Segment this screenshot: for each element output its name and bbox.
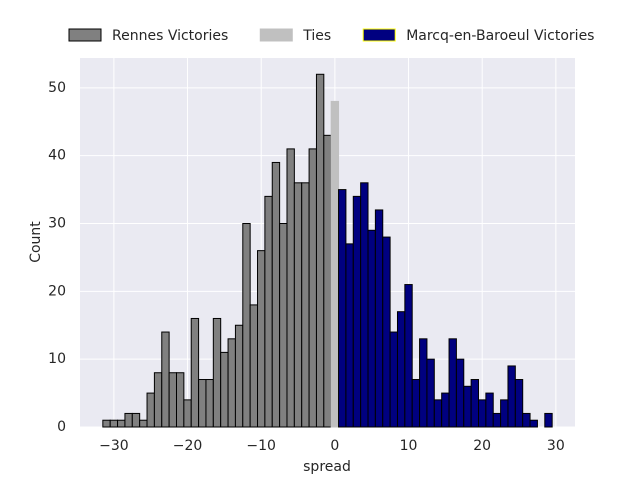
- bar: [175, 372, 185, 428]
- bar: [433, 399, 443, 428]
- bar: [153, 372, 163, 428]
- bar: [352, 195, 362, 428]
- bar: [360, 182, 369, 428]
- legend-swatch: [362, 28, 396, 42]
- bar: [529, 419, 538, 428]
- bar: [441, 392, 450, 428]
- x-tick-label: 0: [330, 438, 339, 454]
- bar: [463, 385, 472, 428]
- bar: [492, 412, 502, 428]
- bar: [198, 379, 207, 428]
- bar: [242, 223, 251, 428]
- bar: [286, 148, 295, 428]
- bar: [109, 419, 119, 428]
- bar: [382, 236, 391, 428]
- bar: [396, 311, 406, 428]
- bar: [102, 419, 111, 428]
- bar: [279, 223, 288, 428]
- bar: [500, 399, 509, 428]
- bar: [205, 379, 214, 428]
- x-tick-label: −10: [246, 438, 276, 454]
- bar: [117, 419, 126, 428]
- x-tick-label: 20: [473, 438, 491, 454]
- bar: [374, 209, 384, 428]
- bar: [146, 392, 155, 428]
- bar: [478, 399, 487, 428]
- bar: [389, 331, 398, 428]
- bar: [470, 379, 480, 428]
- x-tick-label: −20: [173, 438, 203, 454]
- bar: [411, 379, 421, 428]
- legend-swatch: [68, 28, 102, 42]
- y-tick-label: 20: [48, 283, 66, 299]
- bar: [161, 331, 170, 428]
- bar: [345, 243, 354, 428]
- y-tick-label: 50: [48, 80, 66, 96]
- y-tick-label: 0: [57, 419, 66, 435]
- bar: [183, 399, 192, 428]
- y-axis-label: Count: [28, 221, 44, 263]
- bar: [544, 412, 553, 428]
- bar: [426, 358, 435, 428]
- y-tick-label: 30: [48, 216, 66, 232]
- bar: [323, 134, 332, 428]
- bar: [514, 379, 524, 428]
- bar: [301, 182, 310, 428]
- legend-label: Ties: [302, 28, 331, 44]
- bar: [264, 195, 273, 428]
- bar: [190, 317, 200, 428]
- bar: [220, 351, 229, 428]
- bar: [330, 100, 340, 428]
- bar: [234, 324, 244, 428]
- bar: [131, 412, 141, 428]
- legend-swatch: [259, 28, 293, 42]
- bar: [404, 284, 413, 428]
- x-tick-label: −30: [99, 438, 129, 454]
- bar: [315, 73, 325, 428]
- bar: [293, 182, 303, 428]
- bar: [522, 412, 531, 428]
- bar: [168, 372, 177, 428]
- bar: [249, 304, 259, 428]
- bar: [338, 189, 347, 428]
- bar: [212, 317, 222, 428]
- bar: [367, 229, 376, 428]
- bar: [271, 161, 281, 428]
- y-tick-label: 10: [48, 351, 66, 367]
- x-tick-label: 10: [400, 438, 418, 454]
- bar: [139, 419, 148, 428]
- y-tick-label: 40: [48, 148, 66, 164]
- bar: [507, 365, 516, 428]
- bar: [419, 338, 428, 428]
- bar: [485, 392, 494, 428]
- bar: [124, 412, 133, 428]
- x-tick-label: 30: [547, 438, 565, 454]
- legend-label: Marcq-en-Baroeul Victories: [406, 28, 594, 44]
- bar: [227, 338, 236, 428]
- bar: [257, 250, 266, 428]
- legend-label: Rennes Victories: [112, 28, 228, 44]
- bar: [455, 358, 465, 428]
- bar: [308, 148, 317, 428]
- x-axis-label: spread: [303, 459, 351, 475]
- bar: [448, 338, 457, 428]
